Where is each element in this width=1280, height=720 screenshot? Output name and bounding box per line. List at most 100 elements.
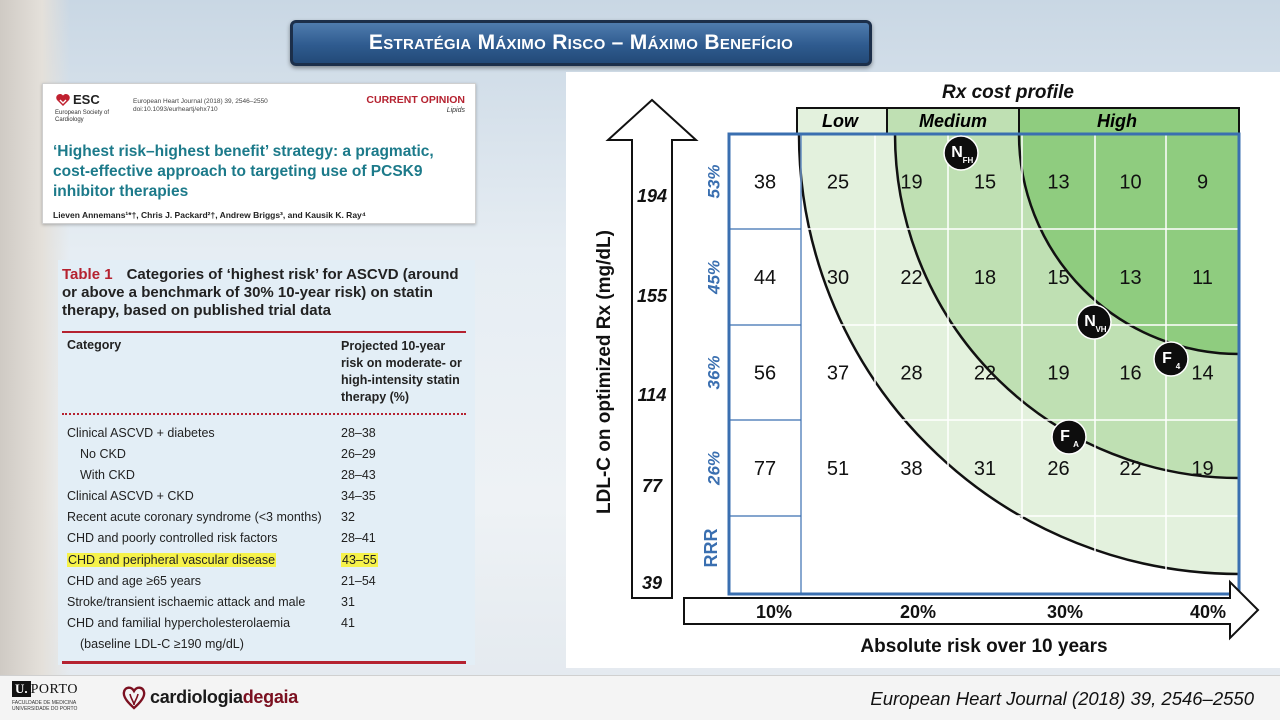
cost-medium-box — [886, 107, 1020, 135]
cell-value: 26 — [1047, 458, 1069, 480]
table-row: (baseline LDL-C ≥190 mg/dL) — [58, 635, 473, 656]
table-row: Stroke/transient ischaemic attack and ma… — [58, 593, 473, 614]
cell-value: 15 — [1047, 267, 1069, 289]
esc-society-name: European Society of Cardiology — [55, 110, 110, 123]
y-tick-label: 114 — [638, 385, 667, 405]
y-tick-label: 39 — [642, 573, 662, 593]
cell-value: 51 — [827, 458, 849, 480]
cell-value: 9 — [1197, 172, 1208, 194]
marker-subscript: VH — [1095, 325, 1106, 334]
row-value: 28–43 — [341, 468, 376, 482]
table-row: CHD and familial hypercholesterolaemia 41 — [58, 614, 473, 635]
table-row: With CKD 28–43 — [58, 466, 473, 487]
chart-svg: Rx cost profile Low Medium High 38 25 19 15… — [594, 82, 1260, 657]
heart-logo-icon — [122, 686, 146, 710]
journal-reference: European Heart Journal (2018) 39, 2546–2… — [133, 98, 268, 113]
rrr-value: 26% — [704, 451, 723, 486]
row-value: 28–38 — [341, 426, 376, 440]
cost-high-label: High — [1097, 111, 1137, 131]
cell-value: 28 — [900, 363, 922, 385]
row-category: CHD and poorly controlled risk factors — [67, 531, 278, 545]
table-label: Table 1 — [62, 266, 113, 283]
chart-grid — [729, 134, 1239, 594]
cell-value: 37 — [827, 363, 849, 385]
marker-nfh: N FH — [943, 135, 979, 171]
uporto-logo: U. PORTO FACULDADE DE MEDICINA UNIVERSIDA… — [12, 680, 112, 712]
rrr-axis-label: RRR — [701, 529, 721, 568]
uporto-mark: U. — [12, 681, 31, 697]
marker-letter: F — [1162, 350, 1172, 367]
cell-value: 38 — [754, 172, 776, 194]
cell-value: 22 — [974, 363, 996, 385]
subsection-label: Lipids — [446, 107, 465, 114]
row-category: CHD and peripheral vascular disease — [67, 553, 277, 567]
row-value: 41 — [341, 616, 355, 630]
uporto-faculty: FACULDADE DE MEDICINA UNIVERSIDADE DO PO… — [12, 700, 78, 712]
marker-letter: F — [1060, 428, 1070, 445]
cell-value: 18 — [974, 267, 996, 289]
row-category: No CKD — [80, 447, 126, 461]
cell-value: 77 — [754, 458, 776, 480]
row-category: Clinical ASCVD + CKD — [67, 489, 194, 503]
x-tick-label: 10% — [756, 602, 792, 622]
cell-value: 15 — [974, 172, 996, 194]
y-axis-label: LDL-C on optimized Rx (mg/dL) — [594, 230, 615, 514]
marker-circle — [1076, 304, 1112, 340]
row-category: Recent acute coronary syndrome (<3 month… — [67, 510, 322, 524]
table-caption: Table 1 Categories of ‘highest risk’ for … — [62, 266, 472, 320]
paper-header: ESC European Society of Cardiology Europ… — [42, 83, 476, 224]
cardiologia-de-gaia-text: cardiologiadegaia — [150, 687, 298, 708]
slide-title-box: Estratégia Máximo Risco – Máximo Benefíc… — [290, 20, 872, 66]
partner-name-b: degaia — [242, 686, 299, 707]
cell-value: 14 — [1191, 363, 1213, 385]
y-tick-label: 77 — [642, 476, 663, 496]
row-value: 26–29 — [341, 447, 376, 461]
row-category: Stroke/transient ischaemic attack and ma… — [67, 595, 306, 609]
table-rule-dotted — [62, 413, 466, 415]
marker-circle — [943, 135, 979, 171]
row-value: 32 — [341, 510, 355, 524]
marker-letter: N — [1084, 313, 1096, 330]
marker-circle — [1153, 341, 1189, 377]
row-category: Clinical ASCVD + diabetes — [67, 426, 215, 440]
marker-circle — [1051, 419, 1087, 455]
table-row: Clinical ASCVD + CKD 34–35 — [58, 487, 473, 508]
cell-value: 19 — [1047, 363, 1069, 385]
section-label: CURRENT OPINION — [366, 94, 465, 106]
y-axis-arrow — [605, 98, 699, 599]
cell-value: 25 — [827, 172, 849, 194]
cell-value: 38 — [900, 458, 922, 480]
cell-value: 30 — [827, 267, 849, 289]
patient-group-markers: N FHN VHF 4F A — [943, 135, 1189, 455]
x-tick-label: 20% — [900, 602, 936, 622]
risk-table: Table 1 Categories of ‘highest risk’ for … — [58, 260, 475, 665]
cell-value: 22 — [900, 267, 922, 289]
marker-subscript: FH — [963, 156, 974, 165]
row-category: (baseline LDL-C ≥190 mg/dL) — [80, 637, 244, 651]
row-category: With CKD — [80, 468, 135, 482]
chart-grid-border — [727, 132, 1241, 596]
cell-values: 38 25 19 15 13 10 9 44 30 22 18 15 13 11 56 37 28 22 19 16 1… — [754, 172, 1214, 481]
x-axis-ticks: 10% 20% 30% 40% — [756, 602, 1226, 622]
y-tick-label: 194 — [637, 186, 667, 206]
x-axis-label: Absolute risk over 10 years — [860, 636, 1107, 657]
table-row-highlighted: CHD and peripheral vascular disease 43–55 — [58, 551, 473, 572]
cost-medium-label: Medium — [919, 111, 987, 131]
row-category: CHD and familial hypercholesterolaemia — [67, 616, 291, 630]
cost-low-box — [796, 107, 888, 135]
slide-title: Estratégia Máximo Risco – Máximo Benefíc… — [368, 31, 794, 54]
cell-value: 56 — [754, 363, 776, 385]
zone-high — [1019, 134, 1239, 354]
table-row: No CKD 26–29 — [58, 445, 473, 466]
cell-value: 19 — [1191, 458, 1213, 480]
uporto-name: PORTO — [30, 682, 78, 697]
table-row: CHD and age ≥65 years 21–54 — [58, 572, 473, 593]
marker-nvh: N VH — [1076, 304, 1112, 340]
rrr-labels: 53% 45% 36% 26% — [704, 164, 723, 486]
column-header-category: Category — [67, 338, 122, 352]
cell-value: 13 — [1047, 172, 1069, 194]
partner-name-a: cardiologia — [150, 686, 243, 707]
marker-subscript: 4 — [1176, 362, 1181, 371]
cell-value: 22 — [1119, 458, 1141, 480]
